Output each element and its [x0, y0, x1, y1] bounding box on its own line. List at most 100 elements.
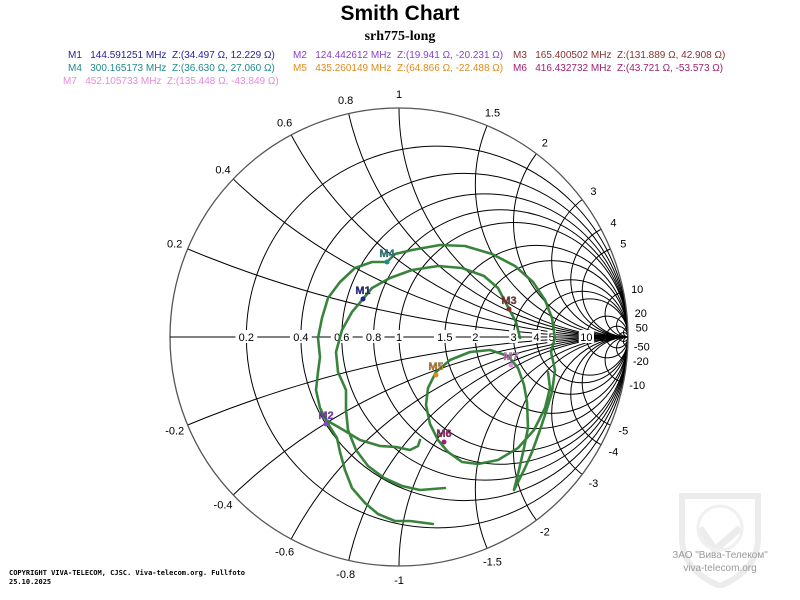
marker-label: M2: [318, 410, 333, 422]
reactance-label: 0.6: [277, 118, 292, 130]
marker-dot: [441, 439, 447, 445]
legend-freq: 124.442612 MHz: [315, 50, 392, 61]
legend-m4: M4 300.165173 MHz Z:(36.630 Ω, 27.060 Ω): [68, 62, 275, 75]
legend-m7: M7 452.105733 MHz Z:(135.448 Ω, -43.849 …: [63, 75, 279, 88]
viva-telecom-logo-watermark: [679, 493, 761, 588]
marker-dot: [433, 372, 439, 378]
reactance-label: 20: [635, 308, 647, 320]
reactance-label: 0.8: [338, 95, 353, 107]
marker-label: M7: [503, 351, 518, 363]
legend-id: M2: [293, 50, 307, 61]
legend-m2: M2 124.442612 MHz Z:(19.941 Ω, -20.231 Ω…: [293, 49, 503, 62]
reactance-label: -4: [609, 446, 619, 458]
legend-freq: 144.591251 MHz: [90, 50, 167, 61]
reactance-arc: [245, 108, 628, 338]
reactance-label: 5: [620, 239, 626, 251]
legend-m1: M1 144.591251 MHz Z:(34.497 Ω, 12.229 Ω): [68, 49, 275, 62]
reactance-label: -2: [540, 526, 550, 538]
resistance-label: 3: [510, 332, 516, 344]
resistance-label: 10: [580, 332, 592, 344]
reactance-arc: [513, 108, 628, 338]
marker-dot: [323, 421, 329, 427]
axis-labels: 0.2 0.4 0.6 0.8 1 1.5 2 3 4 5 10 200.20.40.60.8 11.5…: [165, 89, 650, 587]
legend-z: Z:(43.721 Ω, -53.573 Ω): [616, 63, 724, 74]
impedance-trace: [314, 243, 557, 526]
legend-id: M1: [68, 50, 82, 61]
copyright-notice: COPYRIGHT VIVA-TELECOM, CJSC. Viva-telec…: [9, 569, 245, 587]
reactance-label: 0.2: [167, 239, 182, 251]
reactance-arc: [551, 183, 628, 338]
legend-m6: M6 416.432732 MHz Z:(43.721 Ω, -53.573 Ω…: [513, 62, 723, 75]
reactance-label: -50: [634, 342, 650, 354]
marker-label: M4: [379, 248, 395, 260]
resistance-label: 0.8: [366, 332, 381, 344]
legend-id: M6: [513, 63, 527, 74]
legend-freq: 435.260149 MHz: [315, 63, 392, 74]
reactance-label: 3: [590, 186, 596, 198]
reactance-label: 10: [631, 284, 643, 296]
watermark-url: viva-telecom.org: [683, 563, 757, 574]
legend-m3: M3 165.400502 MHz Z:(131.889 Ω, 42.908 Ω…: [513, 49, 725, 62]
legend-freq: 452.105733 MHz: [85, 76, 162, 87]
marker-label: M5: [428, 361, 443, 373]
legend-freq: 300.165173 MHz: [90, 63, 167, 74]
legend-z: Z:(19.941 Ω, -20.231 Ω): [396, 50, 504, 61]
marker-label: M6: [436, 428, 451, 440]
legend-id: M3: [513, 50, 527, 61]
reactance-label: -5: [618, 425, 628, 437]
reactance-arc: [170, 336, 628, 566]
legend-id: M4: [68, 63, 82, 74]
legend-id: M5: [293, 63, 307, 74]
legend-z: Z:(34.497 Ω, 12.229 Ω): [171, 50, 275, 61]
reactance-arc: [570, 222, 628, 338]
legend-z: Z:(135.448 Ω, -43.849 Ω): [166, 76, 279, 87]
marker-dot: [384, 259, 390, 265]
reactance-arc: [170, 108, 628, 338]
reactance-label: 1: [396, 89, 402, 101]
reactance-arc: [551, 336, 628, 491]
legend-z: Z:(64.866 Ω, -22.488 Ω): [396, 63, 504, 74]
reactance-label: -3: [589, 478, 599, 490]
copyright-date: 25.10.2025: [9, 578, 52, 586]
marker-points: M1 M2 M3 M4 M5 M6 M7: [318, 248, 519, 445]
resistance-label: 1: [396, 332, 402, 344]
resistance-label: 2: [472, 332, 478, 344]
resistance-label: 4: [533, 332, 539, 344]
reactance-label: 0.4: [215, 164, 230, 176]
reactance-arc: [341, 336, 628, 566]
resistance-label: 0.4: [293, 332, 308, 344]
reactance-label: -0.4: [214, 500, 233, 512]
copyright-line: COPYRIGHT VIVA-TELECOM, CJSC. Viva-telec…: [9, 569, 246, 577]
legend-z: Z:(131.889 Ω, 42.908 Ω): [616, 50, 726, 61]
marker-dot: [508, 362, 514, 368]
reactance-label: -0.6: [275, 546, 294, 558]
resistance-label: 1.5: [437, 332, 452, 344]
reactance-arc: [581, 336, 628, 430]
marker-label: M1: [355, 285, 370, 297]
reactance-label: 2: [542, 138, 548, 150]
reactance-label: -0.8: [336, 569, 355, 581]
reactance-arc: [581, 244, 628, 338]
marker-label: M3: [501, 295, 516, 307]
legend-z: Z:(36.630 Ω, 27.060 Ω): [171, 63, 275, 74]
resistance-label: 0.2: [239, 332, 254, 344]
reactance-arc: [474, 108, 628, 338]
reactance-arc: [398, 108, 628, 338]
reactance-label: -10: [629, 380, 645, 392]
marker-dot: [360, 296, 366, 302]
reactance-label: 1.5: [485, 108, 500, 120]
marker-dot: [506, 306, 512, 312]
reactance-label: -20: [633, 356, 649, 368]
watermark-company: ЗАО "Вива-Телеком": [672, 550, 768, 561]
chart-title: Smith Chart: [340, 2, 460, 25]
reactance-label: -1.5: [483, 556, 502, 568]
reactance-arc: [170, 108, 628, 338]
legend-freq: 165.400502 MHz: [535, 50, 612, 61]
legend-freq: 416.432732 MHz: [535, 63, 612, 74]
legend-m5: M5 435.260149 MHz Z:(64.866 Ω, -22.488 Ω…: [293, 62, 503, 75]
resistance-label: 20: [600, 332, 612, 344]
reactance-label: -0.2: [165, 425, 184, 437]
reactance-label: 4: [610, 218, 616, 230]
chart-subtitle: srh775-long: [364, 29, 436, 44]
